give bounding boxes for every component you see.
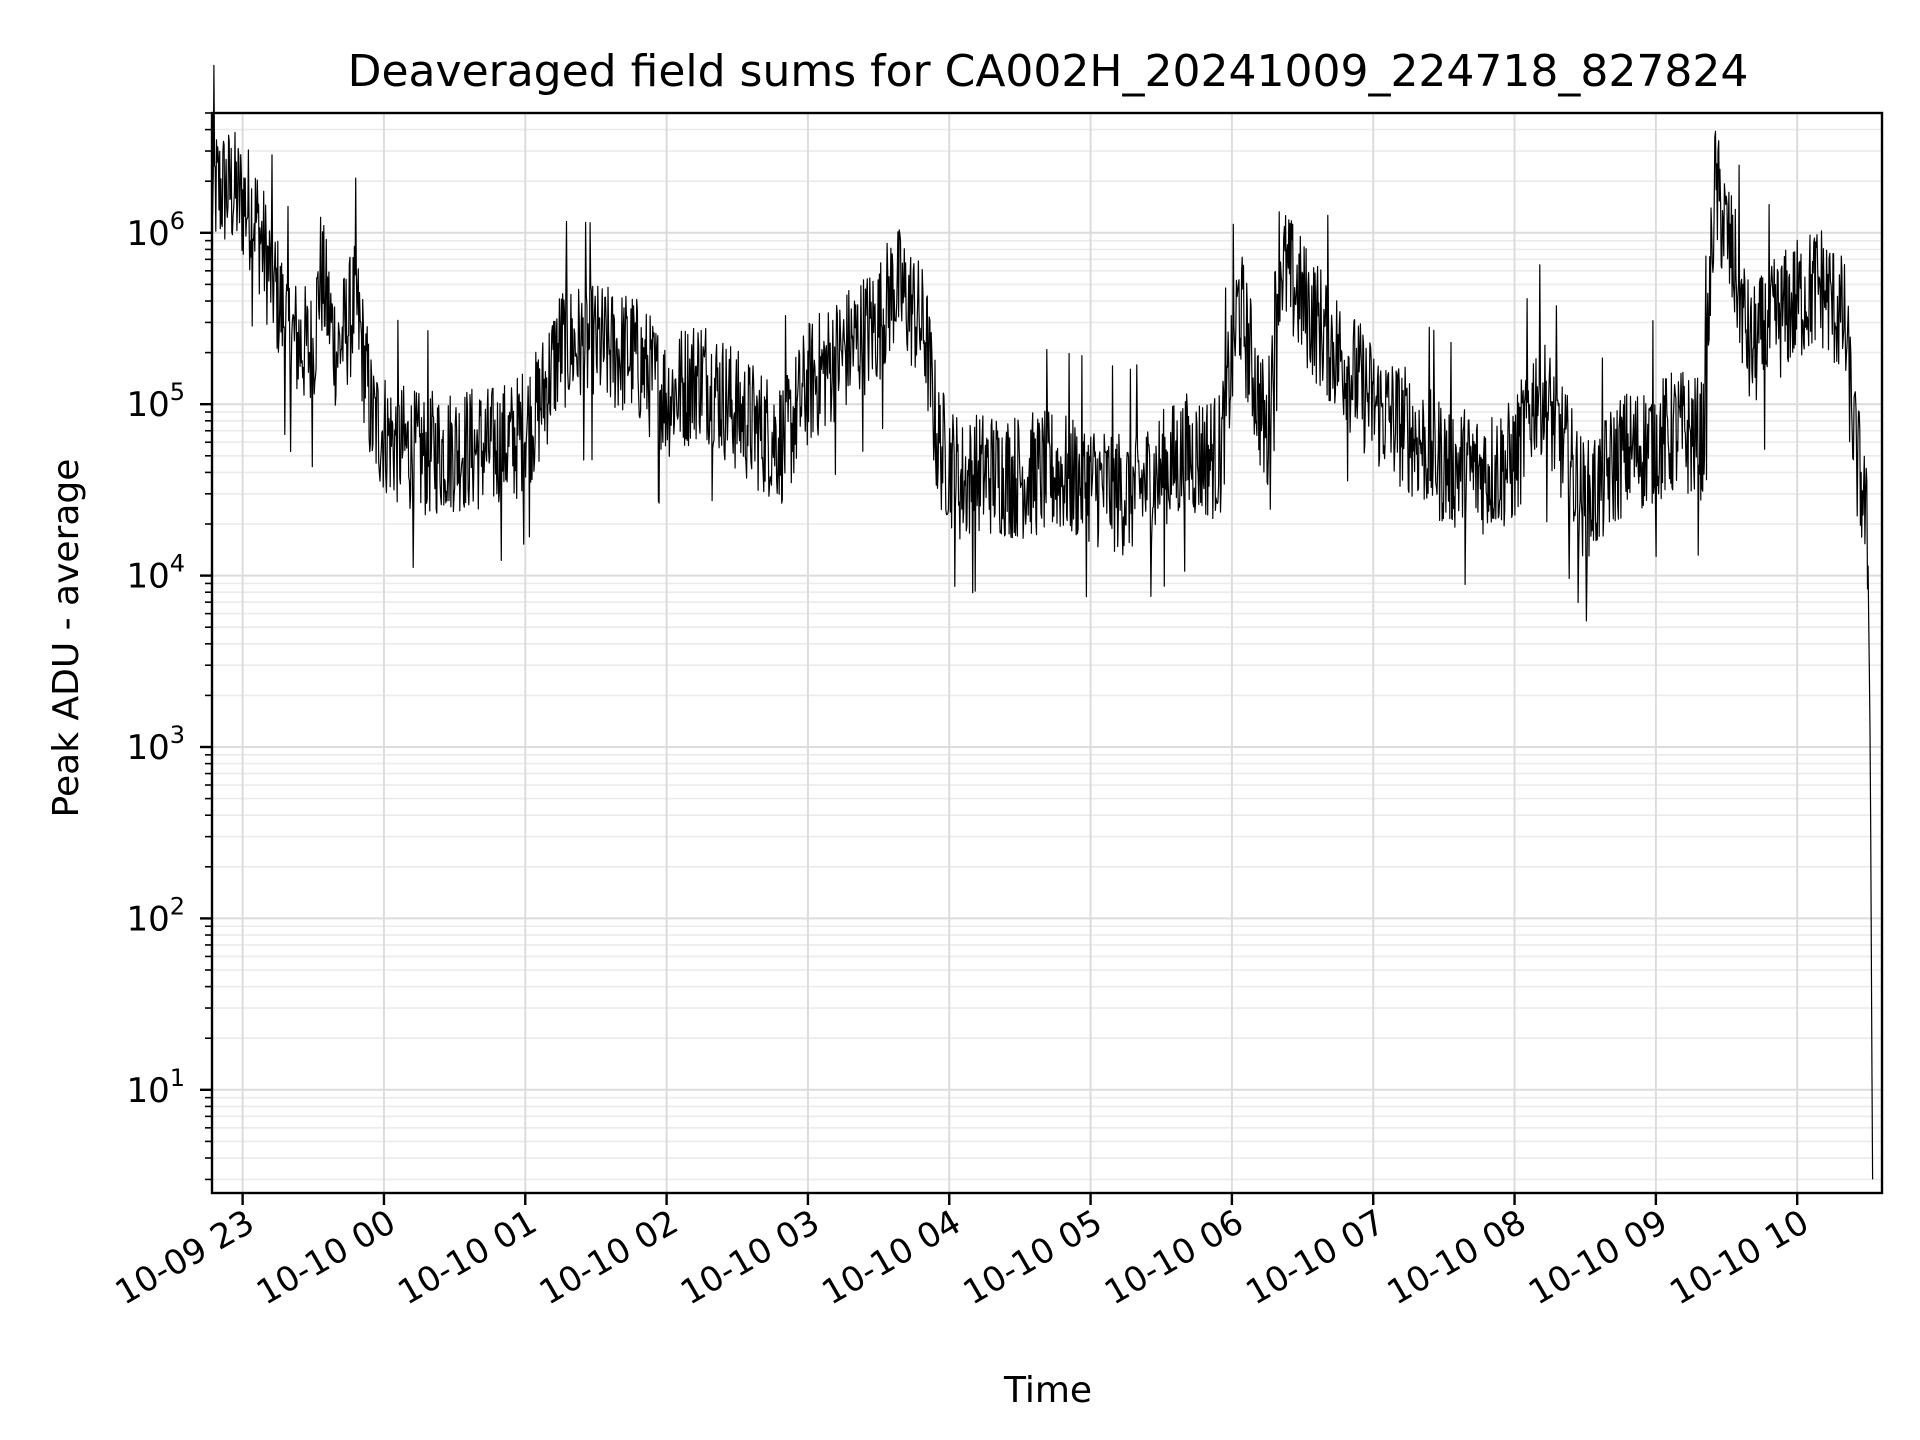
y-tick-label: 104	[126, 550, 185, 597]
y-tick-label: 105	[126, 378, 185, 425]
y-axis: 101 102 103 104 105 106	[126, 112, 212, 1181]
y-tick-label: 102	[126, 892, 185, 939]
chart-title: Deaveraged field sums for CA002H_2024100…	[348, 46, 1749, 97]
plot-area	[211, 64, 1874, 1180]
series-line	[211, 64, 1874, 1180]
y-tick-label: 103	[126, 721, 185, 768]
y-axis-label: Peak ADU - average	[46, 459, 87, 818]
grid-lines	[212, 112, 1882, 1193]
y-tick-label: 101	[126, 1064, 185, 1111]
x-axis-label: Time	[1003, 1370, 1092, 1411]
axes-frame	[210, 111, 1884, 1195]
y-tick-label: 106	[126, 207, 185, 254]
